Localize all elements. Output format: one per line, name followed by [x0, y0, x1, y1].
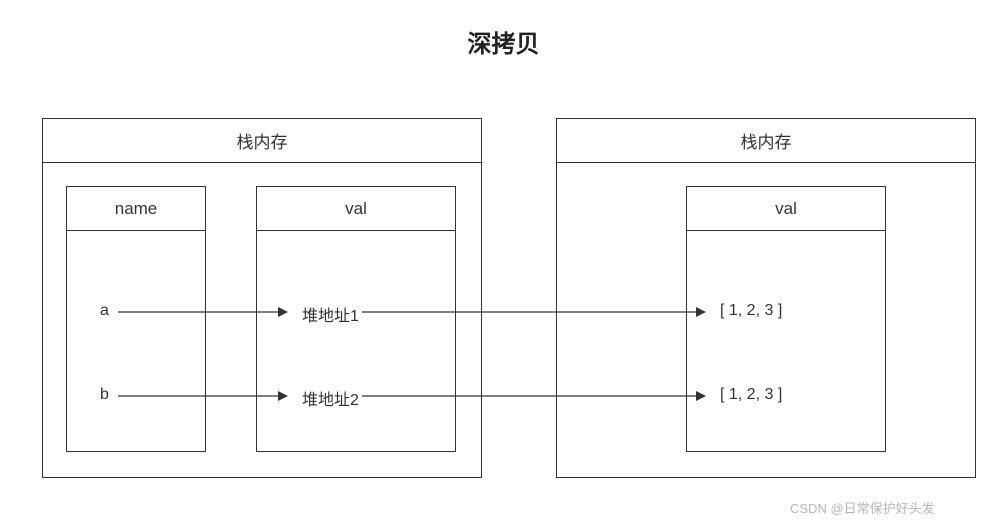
heap-value-2: [ 1, 2, 3 ] [720, 386, 782, 404]
name-column-box: name [66, 186, 206, 452]
heap-addr-1: 堆地址1 [302, 302, 359, 326]
val-column-header: val [257, 187, 455, 231]
heap-val-column-header: val [687, 187, 885, 231]
diagram-title: 深拷贝 [0, 24, 1007, 59]
stack-memory-left-header: 栈内存 [43, 119, 481, 163]
name-column-header: name [67, 187, 205, 231]
var-name-b: b [100, 386, 109, 404]
var-name-a: a [100, 302, 109, 320]
heap-val-column-box: val [686, 186, 886, 452]
watermark: CSDN @日常保护好头发 [790, 498, 935, 517]
heap-addr-2: 堆地址2 [302, 386, 359, 410]
heap-value-1: [ 1, 2, 3 ] [720, 302, 782, 320]
stack-memory-right-header: 栈内存 [557, 119, 975, 163]
